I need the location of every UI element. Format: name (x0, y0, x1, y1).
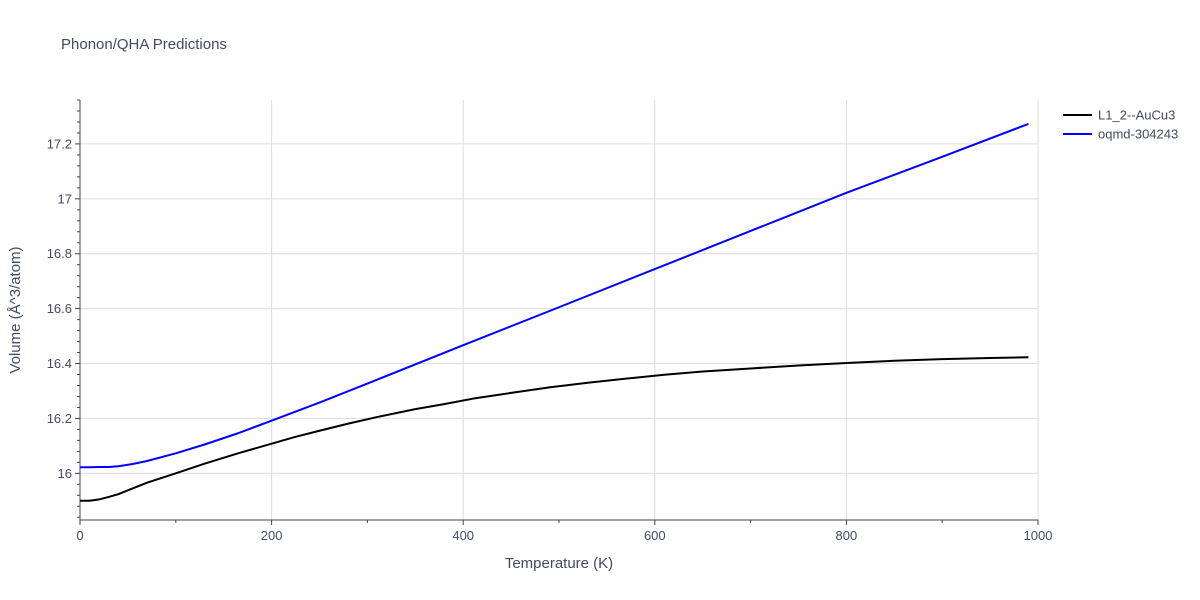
x-tick-label: 1000 (1024, 528, 1053, 543)
x-tick-label: 800 (836, 528, 858, 543)
legend-label-1[interactable]: L1_2--AuCu3 (1098, 108, 1175, 123)
y-tick-label: 16.6 (47, 301, 72, 316)
grid-layer (80, 100, 1039, 520)
x-tick-label: 600 (644, 528, 666, 543)
series-layer (80, 122, 1029, 502)
legend-label-2[interactable]: oqmd-304243 (1098, 127, 1178, 142)
axis-layer: 0 200 400 600 800 1000 16 16.2 16.4 16.6 16.8 17 17.… (47, 99, 1053, 543)
legend[interactable]: L1_2--AuCu3 oqmd-304243 (1063, 108, 1178, 142)
x-tick-label: 200 (261, 528, 283, 543)
y-axis-label: Volume (Å^3/atom) (7, 246, 24, 373)
y-tick-label: 17 (58, 191, 72, 206)
y-tick-label: 16.8 (47, 246, 72, 261)
x-tick-label: 400 (452, 528, 474, 543)
y-tick-label: 17.2 (47, 136, 72, 151)
series-line-1 (80, 356, 1029, 502)
x-axis-label: Temperature (K) (505, 555, 613, 572)
series-line-2 (80, 122, 1029, 469)
y-tick-label: 16.2 (47, 411, 72, 426)
chart-title: Phonon/QHA Predictions (61, 36, 227, 53)
y-tick-label: 16.4 (47, 356, 72, 371)
x-tick-label: 0 (76, 528, 83, 543)
y-tick-label: 16 (58, 466, 72, 481)
